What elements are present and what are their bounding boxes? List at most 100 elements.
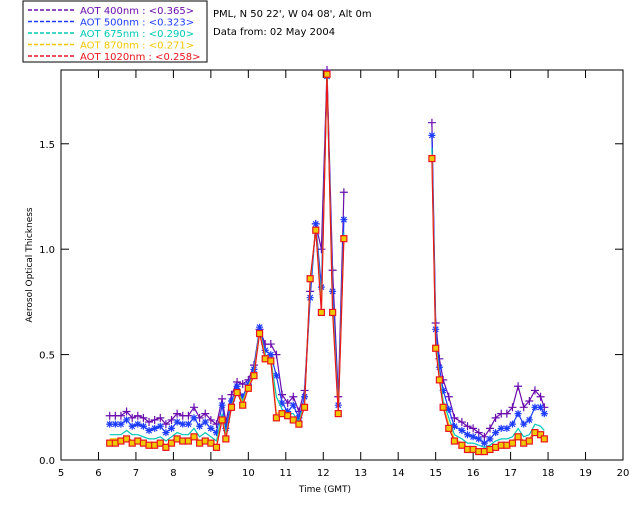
data-point	[317, 308, 325, 317]
data-point	[463, 422, 472, 431]
legend-label: AOT 400nm : <0.365>	[80, 6, 194, 17]
data-point	[486, 435, 494, 443]
data-point	[156, 422, 164, 430]
x-tick-label: 11	[279, 468, 292, 479]
data-point	[469, 424, 478, 433]
data-point	[122, 407, 131, 416]
data-point	[168, 424, 176, 432]
data-point	[244, 384, 252, 392]
data-point	[278, 390, 287, 399]
data-point	[503, 424, 511, 432]
data-point	[439, 386, 447, 394]
data-point	[428, 154, 436, 163]
data-point	[196, 422, 204, 430]
data-point	[329, 308, 337, 317]
y-tick-label: 1.5	[39, 140, 55, 151]
y-axis-label: Aerosol Optical Thickness	[25, 207, 35, 323]
data-point	[312, 226, 320, 234]
data-point	[334, 410, 342, 418]
x-tick-label: 15	[429, 468, 442, 479]
data-point	[184, 420, 192, 428]
data-point	[427, 118, 436, 127]
data-point	[458, 441, 466, 449]
data-point	[508, 403, 517, 412]
data-point	[116, 411, 125, 420]
data-point	[212, 429, 220, 437]
x-tick-label: 18	[542, 468, 555, 479]
data-point	[445, 424, 453, 432]
legend-label: AOT 1020nm : <0.258>	[80, 52, 200, 63]
data-point	[444, 392, 453, 401]
data-point	[207, 439, 215, 447]
data-point	[317, 245, 326, 254]
data-point	[111, 420, 119, 428]
data-point	[134, 420, 142, 428]
data-point	[458, 426, 466, 434]
data-point	[256, 323, 264, 331]
legend-label: AOT 500nm : <0.323>	[80, 18, 194, 29]
x-axis-label: Time (GMT)	[298, 485, 351, 495]
data-point	[450, 422, 458, 430]
data-point	[255, 329, 264, 338]
data-point	[450, 437, 458, 445]
data-point	[201, 418, 209, 426]
data-point	[106, 420, 114, 428]
data-point	[156, 439, 164, 447]
data-point	[492, 429, 500, 437]
data-point	[201, 409, 210, 418]
data-point	[491, 413, 500, 422]
y-tick-label: 0.5	[39, 351, 55, 362]
data-point	[514, 433, 522, 441]
data-point	[306, 275, 314, 283]
data-point	[227, 403, 236, 411]
data-point	[233, 388, 241, 397]
legend: AOT 400nm : <0.365>AOT 500nm : <0.323>AO…	[22, 0, 208, 63]
legend-label: AOT 675nm : <0.290>	[80, 29, 194, 40]
data-point	[480, 439, 488, 447]
legend-label: AOT 870nm : <0.271>	[80, 41, 194, 52]
data-point	[218, 401, 226, 409]
data-point	[145, 426, 153, 434]
data-point	[239, 401, 247, 409]
data-point	[162, 443, 170, 451]
data-point	[244, 380, 252, 388]
x-tick-label: 12	[317, 468, 330, 479]
location-text: PML, N 50 22', W 04 08', Alt 0m	[213, 9, 372, 20]
x-tick-label: 9	[208, 468, 214, 479]
y-tick-label: 1.0	[39, 245, 55, 256]
data-point	[272, 372, 280, 380]
data-point	[457, 418, 466, 427]
data-point	[295, 414, 303, 422]
data-point	[139, 422, 147, 430]
data-point	[514, 382, 523, 391]
data-point	[167, 439, 176, 447]
data-point	[339, 188, 348, 197]
plot-frame	[60, 69, 624, 461]
data-point	[156, 413, 165, 422]
data-point	[508, 420, 516, 428]
data-point	[530, 386, 539, 395]
data-point	[250, 372, 258, 380]
data-point	[222, 435, 230, 443]
data-point	[284, 412, 292, 420]
data-point	[537, 403, 545, 411]
data-point	[520, 420, 528, 428]
data-point	[179, 420, 187, 428]
data-point	[145, 418, 154, 427]
data-point	[531, 403, 539, 411]
data-point	[340, 216, 348, 224]
data-point	[128, 422, 136, 430]
data-point	[162, 429, 170, 437]
data-point	[289, 401, 297, 409]
data-point	[474, 428, 483, 437]
data-point	[514, 410, 522, 418]
data-point	[190, 433, 198, 441]
data-point	[485, 424, 494, 433]
data-point	[123, 416, 131, 424]
data-point	[428, 131, 436, 139]
data-point	[227, 397, 235, 405]
data-point	[435, 376, 444, 384]
x-tick-label: 14	[392, 468, 405, 479]
data-point	[519, 403, 528, 412]
